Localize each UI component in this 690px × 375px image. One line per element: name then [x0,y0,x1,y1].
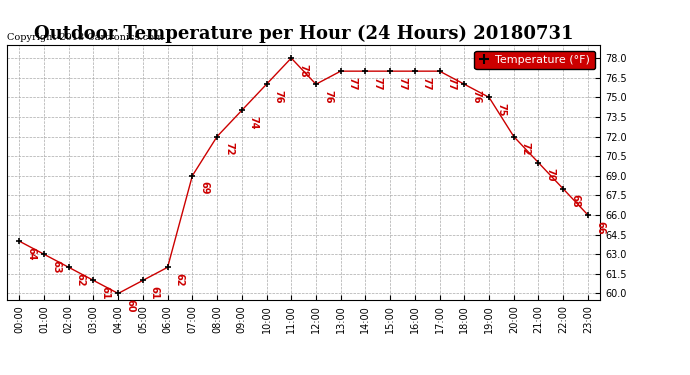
Text: Copyright 2018 Cartronics.com: Copyright 2018 Cartronics.com [7,33,164,42]
Text: 70: 70 [545,168,555,182]
Text: 76: 76 [471,90,481,103]
Text: 72: 72 [224,142,234,156]
Text: 75: 75 [496,103,506,116]
Text: 61: 61 [150,286,160,300]
Text: 76: 76 [323,90,333,103]
Text: 63: 63 [51,260,61,273]
Text: 77: 77 [446,77,457,90]
Legend: Temperature (°F): Temperature (°F) [474,51,595,69]
Text: 77: 77 [348,77,357,90]
Text: 61: 61 [100,286,110,300]
Text: 76: 76 [273,90,284,103]
Text: 62: 62 [175,273,184,286]
Text: 77: 77 [397,77,407,90]
Text: 74: 74 [248,116,259,129]
Text: 64: 64 [26,247,36,260]
Text: 62: 62 [76,273,86,286]
Text: 68: 68 [570,194,580,208]
Text: 69: 69 [199,182,209,195]
Text: 60: 60 [125,299,135,312]
Text: 77: 77 [422,77,432,90]
Text: 77: 77 [373,77,382,90]
Text: 78: 78 [298,64,308,77]
Text: 72: 72 [521,142,531,156]
Title: Outdoor Temperature per Hour (24 Hours) 20180731: Outdoor Temperature per Hour (24 Hours) … [34,25,573,44]
Text: 66: 66 [595,220,605,234]
